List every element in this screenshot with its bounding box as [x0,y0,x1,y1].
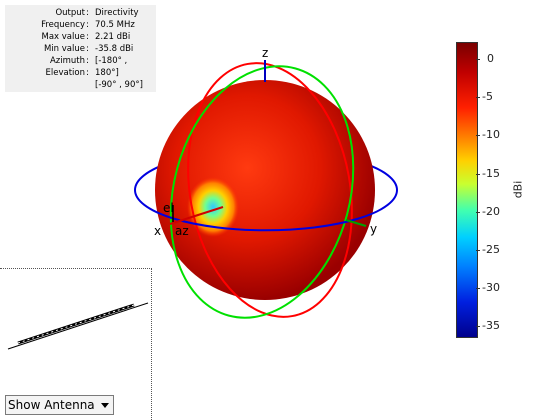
info-key: Output [55,8,85,18]
colorbar-tick-mark [476,211,480,213]
axis-label-z: z [262,46,268,60]
colorbar-tick-label: -5 [482,90,493,104]
null-spot [187,177,239,237]
colorbar-tick-label: 0 [487,52,494,65]
show-antenna-dropdown[interactable]: Show Antenna [5,395,114,415]
info-colon: : [86,56,89,66]
antenna-view-panel[interactable] [0,268,152,420]
colorbar-tick-label: -15 [482,166,500,180]
info-row: Frequency:70.5 MHz [5,19,156,31]
chevron-down-icon [101,403,109,408]
info-value: Directivity [95,8,139,18]
info-value: 70.5 MHz [95,20,135,30]
colorbar-tick-mark [476,288,480,290]
info-value: 2.21 dBi [95,32,131,42]
colorbar-tick-mark [476,326,480,328]
dropdown-selected-label: Show Antenna [8,398,95,412]
colorbar-tick-mark [476,173,480,175]
info-colon: : [86,44,89,54]
ring-xy-front [134,189,398,232]
ring-xz [187,62,353,318]
info-row-extra: [-90° , 90°] [5,79,156,91]
colorbar-tick-label: -10 [482,128,500,142]
colorbar-tick-mark [476,59,480,60]
ring-yz [169,65,355,319]
colorbar-unit-label: dBi [511,180,525,199]
colorbar-tick-label: -30 [482,281,500,295]
x-axis-line [169,206,224,225]
colorbar-tick-label: -25 [482,243,500,256]
axis-label-x: x [154,224,161,238]
info-panel: Output: Directivity Frequency:70.5 MHz Max … [5,5,156,92]
info-value: -35.8 dBi [95,44,134,54]
colorbar [456,42,478,338]
info-value: 180°] [95,68,119,78]
antenna-preview [7,302,149,350]
info-row: Min value: -35.8 dBi [5,43,156,55]
colorbar-tick-label: -35 [482,319,500,333]
y-axis-line [345,219,367,227]
info-value: [-180° , [95,56,128,66]
info-key: Elevation [45,68,85,78]
info-key: Azimuth [49,56,85,66]
info-key: Min value [43,44,85,54]
axis-label-az: az [175,224,189,238]
info-row: Azimuth: [-180° , [5,55,156,67]
info-colon: : [86,20,89,30]
info-colon: : [86,68,89,78]
info-row: Max value:2.21 dBi [5,31,156,43]
info-value: [-90° , 90°] [95,80,143,90]
info-key: Frequency [41,20,85,30]
info-colon: : [86,32,89,42]
colorbar-tick-label: -20 [482,204,500,218]
axis-label-el: el [163,201,174,215]
info-key: Max value [41,32,86,42]
colorbar-tick-mark [476,97,480,99]
axis-label-y: y [370,222,377,236]
colorbar-tick-mark [476,250,480,251]
info-row: Output: Directivity [5,7,156,19]
info-colon: : [86,8,89,18]
pattern-sphere [155,80,375,300]
info-row: Elevation:180°] [5,67,156,79]
colorbar-tick-mark [476,135,480,137]
